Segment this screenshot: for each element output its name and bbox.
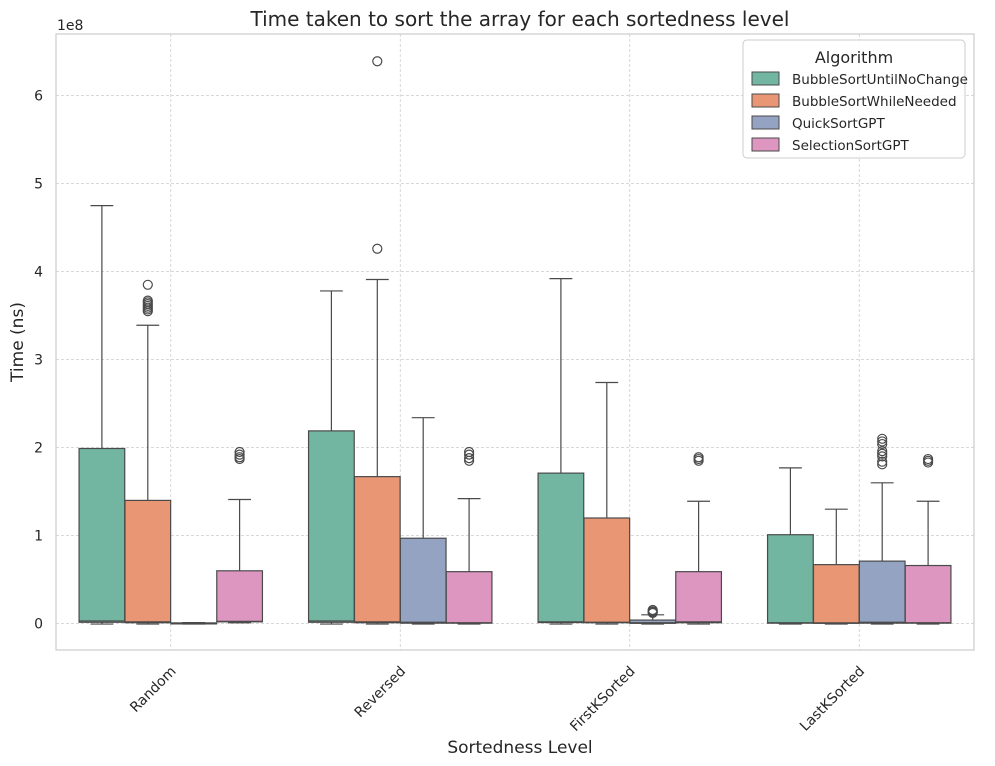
box-BubbleSortWhileNeeded-Reversed (353, 56, 401, 625)
y-tick-labels: 0 1 2 3 4 5 6 (34, 89, 43, 633)
outlier-point (877, 448, 888, 459)
legend-label-BubbleSortUntilNoChange: BubbleSortUntilNoChange (792, 72, 968, 88)
outlier-point (464, 449, 475, 460)
legend-frame (742, 39, 966, 159)
outlier-point (372, 56, 383, 67)
outlier-point (234, 446, 245, 458)
box-QuickSortGPT-LastKSorted (858, 433, 906, 625)
legend-swatch-QuickSortGPT (751, 115, 780, 130)
chart-title: Time taken to sort the array for each so… (249, 7, 789, 31)
box-body (583, 517, 631, 624)
legend-label-BubbleSortWhileNeeded: BubbleSortWhileNeeded (792, 94, 957, 110)
legend: Algorithm BubbleSortUntilNoChangeBubbleS… (742, 39, 968, 159)
y-tick-label: 4 (34, 265, 43, 281)
box-body (904, 564, 952, 624)
outlier-point (142, 279, 153, 290)
outlier-point (464, 453, 475, 464)
outlier-point (877, 446, 888, 457)
legend-swatch-BubbleSortWhileNeeded (751, 93, 780, 108)
box-BubbleSortWhileNeeded-Random (124, 279, 172, 625)
box-BubbleSortUntilNoChange-Reversed (307, 290, 355, 625)
outlier-point (693, 455, 704, 466)
y-tick-label: 1 (34, 529, 43, 545)
box-body (78, 447, 126, 623)
box-body (307, 430, 355, 623)
outlier-point (877, 459, 888, 470)
box-BubbleSortUntilNoChange-Random (78, 205, 126, 625)
outlier-point (142, 306, 153, 317)
box-plot-marks (78, 56, 952, 625)
y-tick-label: 2 (34, 441, 43, 457)
legend-label-QuickSortGPT: QuickSortGPT (792, 116, 885, 132)
box-SelectionSortGPT-LastKSorted (904, 453, 952, 625)
box-body (812, 564, 860, 624)
outlier-point (464, 455, 475, 466)
y-offset-label: 1e8 (57, 18, 83, 34)
box-body (124, 499, 172, 624)
box-QuickSortGPT-FirstKSorted (629, 604, 677, 625)
legend-items: BubbleSortUntilNoChange BubbleSortWhileNe… (751, 71, 968, 154)
box-body (353, 476, 401, 624)
box-BubbleSortUntilNoChange-FirstKSorted (537, 278, 585, 625)
legend-label-SelectionSortGPT: SelectionSortGPT (792, 138, 909, 154)
box-body (675, 571, 723, 624)
box-SelectionSortGPT-Reversed (445, 446, 493, 625)
outlier-point (877, 456, 888, 467)
outlier-point (234, 449, 245, 460)
outlier-point (372, 243, 383, 254)
box-SelectionSortGPT-Random (216, 446, 264, 624)
y-tick-label: 5 (34, 177, 43, 193)
box-SelectionSortGPT-FirstKSorted (675, 452, 723, 625)
plot-frame (55, 33, 975, 651)
box-body (766, 534, 814, 624)
box-body (858, 560, 906, 624)
legend-title: Algorithm (815, 48, 893, 67)
outlier-point (234, 453, 245, 465)
box-QuickSortGPT-Reversed (399, 417, 447, 625)
y-tick-label: 3 (34, 353, 43, 369)
box-QuickSortGPT-Random (170, 621, 218, 625)
box-BubbleSortWhileNeeded-FirstKSorted (583, 381, 631, 625)
outlier-point (922, 457, 934, 468)
box-body (537, 472, 585, 624)
y-tick-label: 6 (34, 89, 43, 105)
box-body (399, 537, 447, 624)
box-body (216, 570, 264, 623)
legend-swatch-BubbleSortUntilNoChange (751, 71, 780, 86)
outlier-point (877, 433, 888, 444)
y-tick-label: 0 (34, 617, 43, 633)
y-axis-label: Time (ns) (8, 302, 28, 383)
legend-swatch-SelectionSortGPT (751, 137, 780, 152)
outlier-point (877, 438, 888, 450)
x-axis-label: Sortedness Level (447, 738, 592, 758)
outlier-point (877, 436, 888, 447)
outlier-point (647, 607, 658, 619)
box-body (445, 571, 493, 624)
outlier-point (877, 451, 888, 462)
